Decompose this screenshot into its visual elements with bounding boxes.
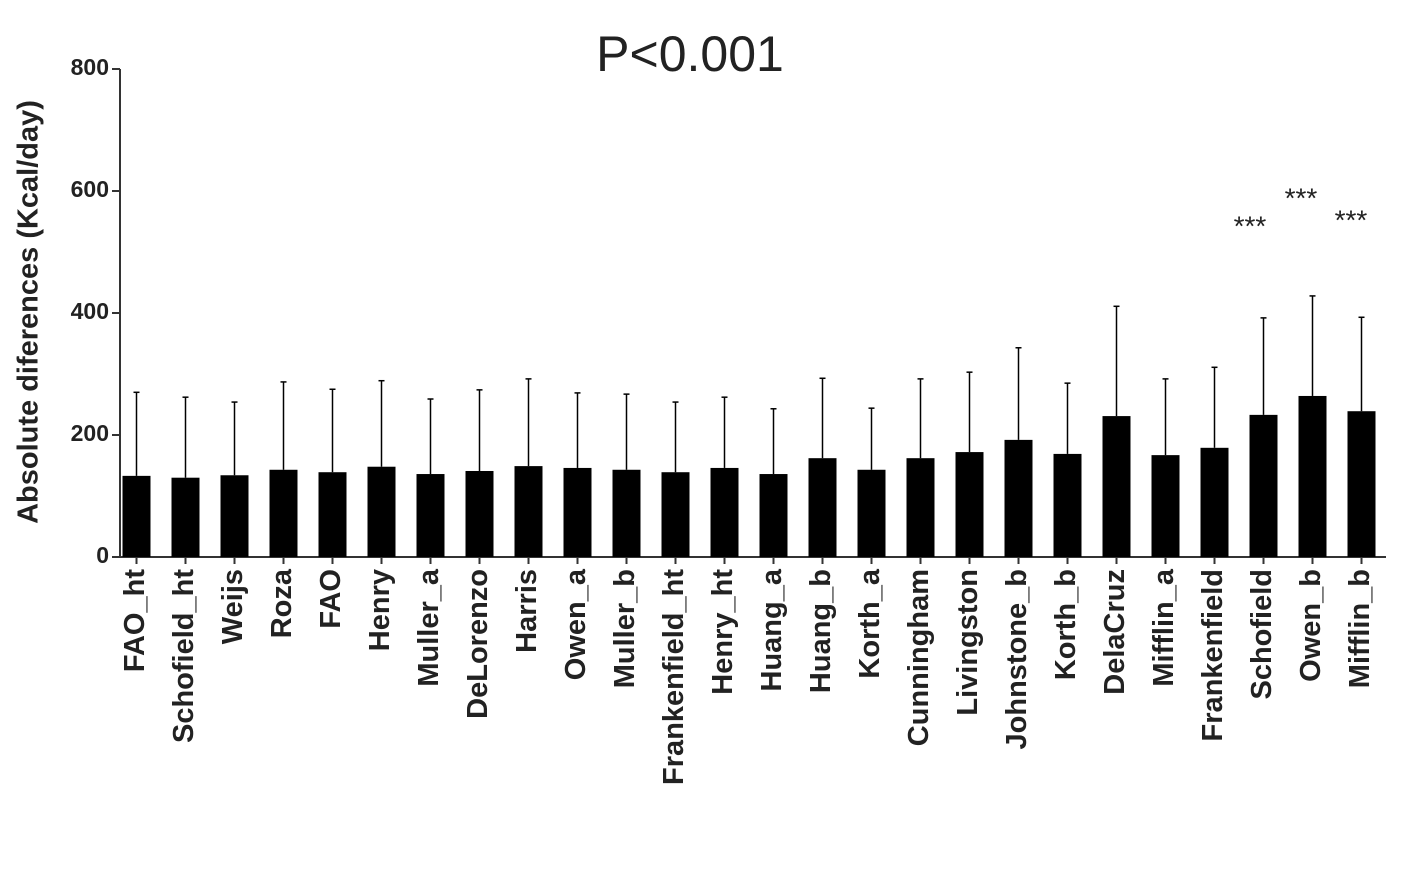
- bar: [1298, 395, 1327, 557]
- bar: [906, 458, 935, 557]
- bar: [612, 469, 641, 557]
- y-tick-label: 400: [71, 298, 109, 324]
- y-axis-label: Absolute diferences (Kcal/day): [13, 100, 45, 524]
- x-tick-label: Frankenfield_ht: [658, 569, 690, 785]
- significance-marker: ***: [1285, 182, 1318, 213]
- bar: [1347, 411, 1376, 557]
- x-tick-label: Livingston: [952, 569, 984, 716]
- bar: [269, 469, 298, 557]
- y-tick-label: 200: [71, 420, 109, 446]
- y-tick-label: 800: [71, 54, 109, 80]
- bar: [661, 472, 690, 557]
- bar: [955, 452, 984, 557]
- x-tick-label: Henry_ht: [707, 569, 739, 695]
- bar: [416, 474, 445, 557]
- bar: [220, 475, 249, 557]
- bar: [1053, 453, 1082, 557]
- x-tick-label: Korth_b: [1050, 569, 1082, 680]
- x-tick-label: Mifflin_b: [1344, 569, 1376, 688]
- bar: [318, 472, 347, 557]
- x-tick-label: FAO_ht: [119, 569, 151, 672]
- bar: [465, 470, 494, 557]
- bar: [1249, 414, 1278, 557]
- bar: [171, 477, 200, 557]
- x-tick-label: Roza: [266, 568, 298, 638]
- bar: [1004, 439, 1033, 557]
- x-tick-label: Schofield: [1246, 569, 1278, 700]
- x-tick-label: Owen_a: [560, 568, 592, 680]
- bar: [808, 458, 837, 557]
- x-tick-label: Muller_a: [413, 568, 445, 687]
- x-tick-label: Mifflin_a: [1148, 568, 1180, 686]
- bar: [710, 467, 739, 557]
- x-tick-label: FAO: [315, 569, 347, 629]
- bar: [563, 467, 592, 557]
- x-tick-label: Muller_b: [609, 569, 641, 688]
- bar: [367, 466, 396, 557]
- x-tick-label: Frankenfield: [1197, 569, 1229, 741]
- y-tick-label: 600: [71, 176, 109, 202]
- chart-title: P<0.001: [596, 26, 784, 82]
- x-tick-label: Huang_b: [805, 569, 837, 693]
- x-tick-label: Owen_b: [1295, 569, 1327, 682]
- x-tick-label: Cunningham: [903, 569, 935, 746]
- significance-marker: ***: [1335, 204, 1368, 235]
- x-tick-label: Korth_a: [854, 568, 886, 678]
- x-tick-label: DelaCruz: [1099, 569, 1131, 695]
- bar: [1151, 455, 1180, 557]
- bar: [759, 474, 788, 557]
- bar: [514, 466, 543, 557]
- x-tick-label: DeLorenzo: [462, 569, 494, 719]
- x-tick-label: Huang_a: [756, 568, 788, 691]
- bar: [857, 469, 886, 557]
- x-tick-label: Henry: [364, 569, 396, 651]
- significance-marker: ***: [1234, 210, 1267, 241]
- x-tick-label: Schofield_ht: [168, 569, 200, 743]
- x-tick-label: Weijs: [217, 569, 249, 644]
- x-tick-label: Harris: [511, 569, 543, 653]
- y-tick-label: 0: [96, 542, 109, 568]
- x-tick-label: Johnstone_b: [1001, 569, 1033, 749]
- bar: [1102, 416, 1131, 557]
- bar: [122, 475, 151, 557]
- bar: [1200, 447, 1229, 557]
